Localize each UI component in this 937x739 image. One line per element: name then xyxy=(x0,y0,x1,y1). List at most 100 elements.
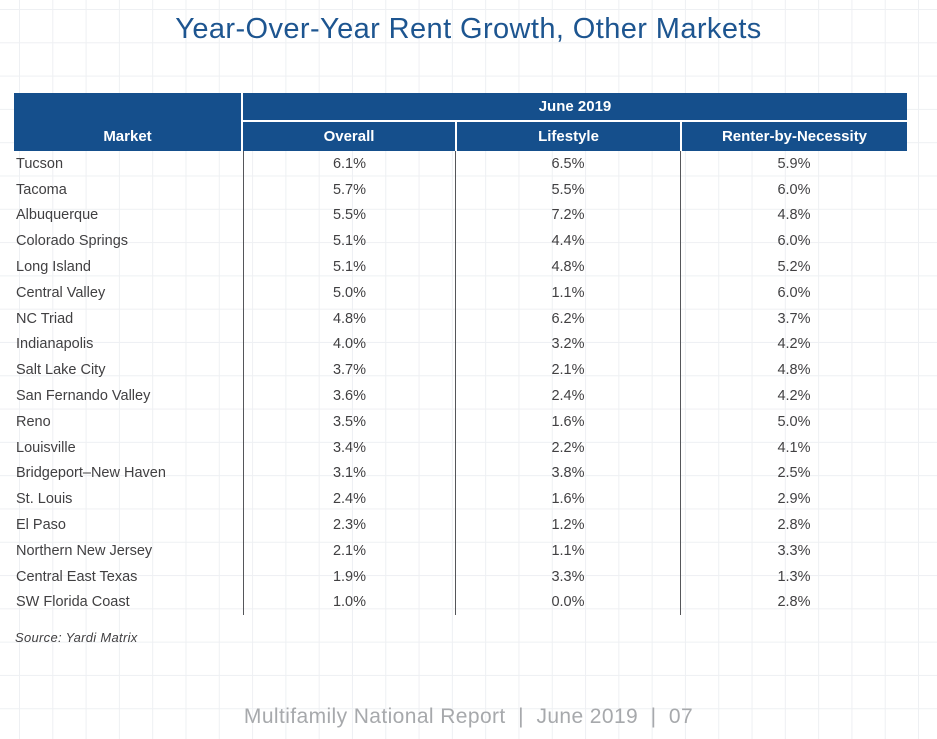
overall-cell: 5.7% xyxy=(243,176,455,203)
rbn-cell: 4.8% xyxy=(680,357,907,384)
table-row: Central East Texas 1.9% 3.3% 1.3% xyxy=(14,563,907,590)
table-row: El Paso 2.3% 1.2% 2.8% xyxy=(14,512,907,538)
rbn-cell: 2.8% xyxy=(680,589,907,616)
table-row: Indianapolis 4.0% 3.2% 4.2% xyxy=(14,331,907,358)
overall-cell: 2.1% xyxy=(243,537,455,564)
market-cell: SW Florida Coast xyxy=(16,594,130,611)
table-row: Tacoma 5.7% 5.5% 6.0% xyxy=(14,176,907,203)
rbn-cell: 3.7% xyxy=(680,305,907,332)
market-cell: Reno xyxy=(16,413,51,430)
column-header-overall: Overall xyxy=(323,128,375,145)
rbn-cell: 4.1% xyxy=(680,434,907,461)
rbn-cell: 4.8% xyxy=(680,202,907,229)
overall-cell: 3.6% xyxy=(243,383,455,409)
overall-cell: 5.1% xyxy=(243,228,455,255)
market-cell: San Fernando Valley xyxy=(16,388,151,405)
overall-cell: 6.1% xyxy=(243,151,455,177)
lifestyle-cell: 6.2% xyxy=(455,305,680,332)
rbn-cell: 2.8% xyxy=(680,512,907,538)
table-header: Market June 2019 Overall Lifestyle Rente… xyxy=(14,93,907,151)
lifestyle-cell: 1.2% xyxy=(455,512,680,538)
market-cell: Salt Lake City xyxy=(16,362,106,379)
table-body: Tucson 6.1% 6.5% 5.9% Tacoma 5.7% 5.5% 6… xyxy=(14,151,907,616)
market-cell: Tucson xyxy=(16,155,64,172)
rbn-cell: 4.2% xyxy=(680,383,907,409)
market-cell: Northern New Jersey xyxy=(16,542,153,559)
overall-cell: 4.0% xyxy=(243,331,455,358)
lifestyle-cell: 1.1% xyxy=(455,279,680,306)
overall-cell: 4.8% xyxy=(243,305,455,332)
table-row: Reno 3.5% 1.6% 5.0% xyxy=(14,408,907,435)
overall-cell: 2.4% xyxy=(243,486,455,513)
table-row: San Fernando Valley 3.6% 2.4% 4.2% xyxy=(14,383,907,409)
lifestyle-cell: 1.6% xyxy=(455,486,680,513)
overall-cell: 5.5% xyxy=(243,202,455,229)
rbn-cell: 5.2% xyxy=(680,254,907,280)
lifestyle-cell: 3.8% xyxy=(455,460,680,487)
market-cell: Louisville xyxy=(16,439,76,456)
market-cell: Central East Texas xyxy=(16,568,138,585)
table-row: Salt Lake City 3.7% 2.1% 4.8% xyxy=(14,357,907,384)
page-title: Year-Over-Year Rent Growth, Other Market… xyxy=(175,13,762,45)
lifestyle-cell: 6.5% xyxy=(455,151,680,177)
lifestyle-cell: 5.5% xyxy=(455,176,680,203)
table-row: Tucson 6.1% 6.5% 5.9% xyxy=(14,151,907,177)
table-row: Northern New Jersey 2.1% 1.1% 3.3% xyxy=(14,537,907,564)
overall-cell: 3.7% xyxy=(243,357,455,384)
lifestyle-cell: 4.4% xyxy=(455,228,680,255)
overall-cell: 2.3% xyxy=(243,512,455,538)
lifestyle-cell: 2.1% xyxy=(455,357,680,384)
table-row: St. Louis 2.4% 1.6% 2.9% xyxy=(14,486,907,513)
overall-cell: 3.5% xyxy=(243,408,455,435)
rbn-cell: 2.9% xyxy=(680,486,907,513)
lifestyle-cell: 2.2% xyxy=(455,434,680,461)
lifestyle-cell: 7.2% xyxy=(455,202,680,229)
table-row: Central Valley 5.0% 1.1% 6.0% xyxy=(14,279,907,306)
rbn-cell: 3.3% xyxy=(680,537,907,564)
rbn-cell: 6.0% xyxy=(680,228,907,255)
lifestyle-cell: 3.2% xyxy=(455,331,680,358)
lifestyle-cell: 0.0% xyxy=(455,589,680,616)
market-cell: Albuquerque xyxy=(16,207,99,224)
source-note: Source: Yardi Matrix xyxy=(15,630,138,645)
lifestyle-cell: 1.6% xyxy=(455,408,680,435)
overall-cell: 3.4% xyxy=(243,434,455,461)
rbn-cell: 4.2% xyxy=(680,331,907,358)
column-header-renter-by-necessity: Renter-by-Necessity xyxy=(680,122,907,151)
table-row: SW Florida Coast 1.0% 0.0% 2.8% xyxy=(14,589,907,616)
market-cell: Bridgeport–New Haven xyxy=(16,465,166,482)
group-header-june-2019: June 2019 xyxy=(243,93,907,122)
rent-growth-table: Market June 2019 Overall Lifestyle Rente… xyxy=(14,93,907,616)
rbn-cell: 1.3% xyxy=(680,563,907,590)
market-cell: Indianapolis xyxy=(16,336,94,353)
overall-cell: 3.1% xyxy=(243,460,455,487)
table-row: Bridgeport–New Haven 3.1% 3.8% 2.5% xyxy=(14,460,907,487)
table-row: NC Triad 4.8% 6.2% 3.7% xyxy=(14,305,907,332)
lifestyle-cell: 4.8% xyxy=(455,254,680,280)
table-row: Colorado Springs 5.1% 4.4% 6.0% xyxy=(14,228,907,255)
overall-cell: 5.1% xyxy=(243,254,455,280)
rbn-cell: 5.0% xyxy=(680,408,907,435)
market-cell: Colorado Springs xyxy=(16,233,129,250)
lifestyle-cell: 3.3% xyxy=(455,563,680,590)
market-cell: Central Valley xyxy=(16,284,106,301)
overall-cell: 1.9% xyxy=(243,563,455,590)
rbn-cell: 6.0% xyxy=(680,279,907,306)
column-header-market: Market xyxy=(14,93,243,151)
market-cell: St. Louis xyxy=(16,491,73,508)
rbn-cell: 5.9% xyxy=(680,151,907,177)
rbn-cell: 6.0% xyxy=(680,176,907,203)
lifestyle-cell: 1.1% xyxy=(455,537,680,564)
market-cell: Long Island xyxy=(16,259,91,276)
lifestyle-cell: 2.4% xyxy=(455,383,680,409)
rbn-cell: 2.5% xyxy=(680,460,907,487)
table-row: Albuquerque 5.5% 7.2% 4.8% xyxy=(14,202,907,229)
overall-cell: 5.0% xyxy=(243,279,455,306)
overall-cell: 1.0% xyxy=(243,589,455,616)
market-cell: El Paso xyxy=(16,517,66,534)
table-row: Louisville 3.4% 2.2% 4.1% xyxy=(14,434,907,461)
page-footer: Multifamily National Report | June 2019 … xyxy=(243,705,694,728)
market-cell: Tacoma xyxy=(16,181,67,198)
table-row: Long Island 5.1% 4.8% 5.2% xyxy=(14,254,907,280)
